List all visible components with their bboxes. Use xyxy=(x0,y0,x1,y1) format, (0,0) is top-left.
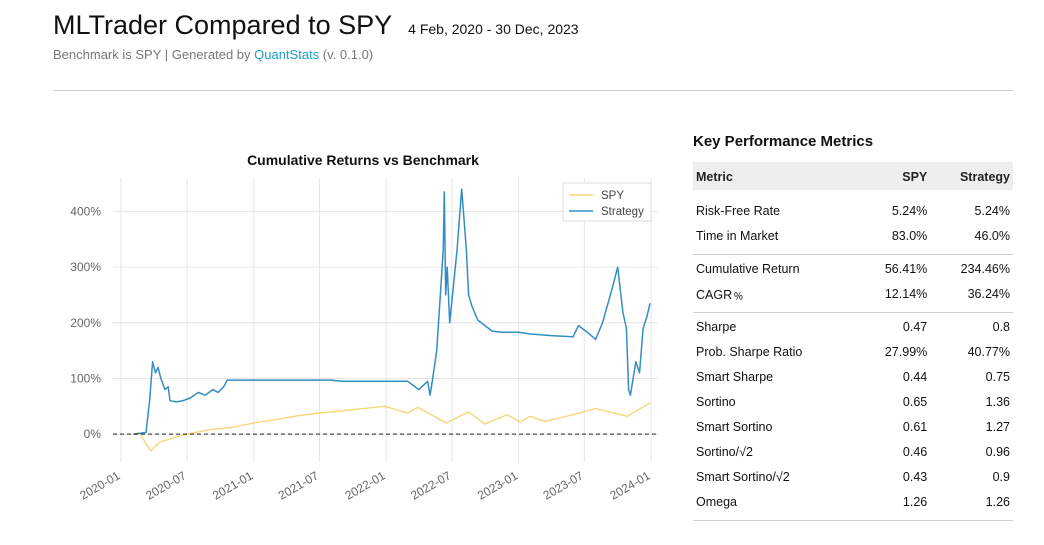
subtitle-suffix: (v. 0.1.0) xyxy=(319,47,374,62)
metric-strategy-value: 40.77% xyxy=(967,344,1010,359)
metrics-separator xyxy=(693,514,1013,522)
metrics-row: Cumulative Return 56.41% 234.46% xyxy=(693,256,1013,281)
metrics-header-metric: Metric xyxy=(693,162,859,190)
metric-strategy-value: 1.36 xyxy=(985,394,1010,409)
date-range: 4 Feb, 2020 - 30 Dec, 2023 xyxy=(408,21,579,37)
metrics-row: Sharpe 0.47 0.8 xyxy=(693,314,1013,339)
metrics-header-spy: SPY xyxy=(858,162,931,190)
x-tick-label: 2023-01 xyxy=(475,468,520,502)
metric-spy-value: 83.0% xyxy=(891,228,928,243)
legend-label-spy: SPY xyxy=(601,190,624,202)
strategy-series-line xyxy=(133,188,651,435)
metric-strategy-value: 0.9 xyxy=(992,469,1010,484)
page-title: MLTrader Compared to SPY xyxy=(53,10,393,40)
metric-name: Sortino xyxy=(696,394,736,409)
metric-name: Cumulative Return xyxy=(696,261,800,276)
metrics-row: Prob. Sharpe Ratio 27.99% 40.77% xyxy=(693,339,1013,364)
metric-spy-value: 1.26 xyxy=(902,494,928,509)
metric-name: CAGR﹪ xyxy=(696,288,745,302)
metric-strategy-value: 1.27 xyxy=(985,419,1010,434)
metric-spy-value: 0.61 xyxy=(902,419,928,434)
metrics-row: Omega 1.26 1.26 xyxy=(693,489,1013,514)
metrics-panel: Key Performance Metrics Metric SPY Strat… xyxy=(693,133,1013,522)
chart-title: Cumulative Returns vs Benchmark xyxy=(247,152,479,168)
metric-strategy-value: 46.0% xyxy=(974,228,1010,243)
y-tick-label: 100% xyxy=(70,371,101,385)
metric-name: Time in Market xyxy=(696,228,779,243)
y-tick-label: 300% xyxy=(70,260,101,274)
y-tick-label: 0% xyxy=(84,427,102,441)
metrics-title: Key Performance Metrics xyxy=(693,133,874,150)
quantstats-link[interactable]: QuantStats xyxy=(254,47,320,62)
metrics-table: Metric SPY Strategy Risk-Free Rate 5.24% 5… xyxy=(693,162,1013,522)
x-tick-label: 2021-07 xyxy=(276,468,321,502)
metric-name: Smart Sortino/√2 xyxy=(696,469,790,484)
metric-spy-value: 0.65 xyxy=(902,394,928,409)
subtitle: Benchmark is SPY | Generated by QuantSta… xyxy=(53,47,579,62)
chart-plot: 0% 100% 200% 300% 400% 2020-01 2020-07 2021-01 2… xyxy=(70,178,658,503)
y-tick-label: 200% xyxy=(70,316,101,330)
metric-spy-value: 5.24% xyxy=(891,203,928,218)
metrics-header-strategy: Strategy xyxy=(930,162,1013,190)
metric-strategy-value: 1.26 xyxy=(985,494,1010,509)
metrics-row: CAGR﹪ 12.14% 36.24% xyxy=(693,281,1013,306)
metric-spy-value: 56.41% xyxy=(884,261,928,276)
metrics-row: Sortino 0.65 1.36 xyxy=(693,389,1013,414)
x-tick-label: 2022-07 xyxy=(408,468,453,502)
metric-strategy-value: 0.8 xyxy=(992,319,1010,334)
metric-name: Risk-Free Rate xyxy=(696,203,781,218)
metrics-separator xyxy=(693,248,1013,256)
metrics-separator xyxy=(693,306,1013,314)
metrics-row: Sortino/√2 0.46 0.96 xyxy=(693,439,1013,464)
metric-spy-value: 0.44 xyxy=(902,369,928,384)
metric-name: Smart Sharpe xyxy=(696,369,774,384)
metric-strategy-value: 0.96 xyxy=(985,444,1010,459)
header-divider xyxy=(53,90,1013,91)
metric-spy-value: 12.14% xyxy=(884,286,928,301)
metric-strategy-value: 5.24% xyxy=(974,203,1010,218)
metrics-row: Time in Market 83.0% 46.0% xyxy=(693,223,1013,248)
metrics-spacer xyxy=(693,190,1013,198)
x-tick-label: 2021-01 xyxy=(210,468,255,502)
metrics-row: Risk-Free Rate 5.24% 5.24% xyxy=(693,198,1013,223)
metrics-header-row: Metric SPY Strategy xyxy=(693,162,1013,190)
metric-strategy-value: 36.24% xyxy=(967,286,1010,301)
spy-series-line xyxy=(133,402,651,452)
metric-name: Sortino/√2 xyxy=(696,444,753,459)
x-tick-label: 2024-01 xyxy=(607,468,652,502)
metric-spy-value: 0.47 xyxy=(902,319,928,334)
x-tick-label: 2020-01 xyxy=(77,468,122,502)
metric-spy-value: 27.99% xyxy=(884,344,928,359)
x-tick-label: 2020-07 xyxy=(143,468,188,502)
legend-box xyxy=(562,182,652,222)
metric-name: Sharpe xyxy=(696,319,737,334)
subtitle-prefix: Benchmark is SPY | Generated by xyxy=(53,47,255,62)
metric-strategy-value: 0.75 xyxy=(985,369,1010,384)
metric-spy-value: 0.43 xyxy=(902,469,928,484)
y-tick-label: 400% xyxy=(70,204,101,218)
metric-name: Smart Sortino xyxy=(696,419,773,434)
metric-name: Prob. Sharpe Ratio xyxy=(696,344,803,359)
cumulative-returns-chart: Cumulative Returns vs Benchmark 0% 100% 20… xyxy=(53,140,673,540)
x-tick-label: 2023-07 xyxy=(541,468,586,502)
metric-spy-value: 0.46 xyxy=(902,444,928,459)
metrics-row: Smart Sharpe 0.44 0.75 xyxy=(693,364,1013,389)
x-tick-label: 2022-01 xyxy=(343,468,388,502)
legend-label-strategy: Strategy xyxy=(601,206,644,218)
report-header: MLTrader Compared to SPY 4 Feb, 2020 - 3… xyxy=(53,10,579,62)
metrics-row: Smart Sortino 0.61 1.27 xyxy=(693,414,1013,439)
metric-name: Omega xyxy=(696,494,737,509)
metrics-row: Smart Sortino/√2 0.43 0.9 xyxy=(693,464,1013,489)
metric-strategy-value: 234.46% xyxy=(960,261,1010,276)
